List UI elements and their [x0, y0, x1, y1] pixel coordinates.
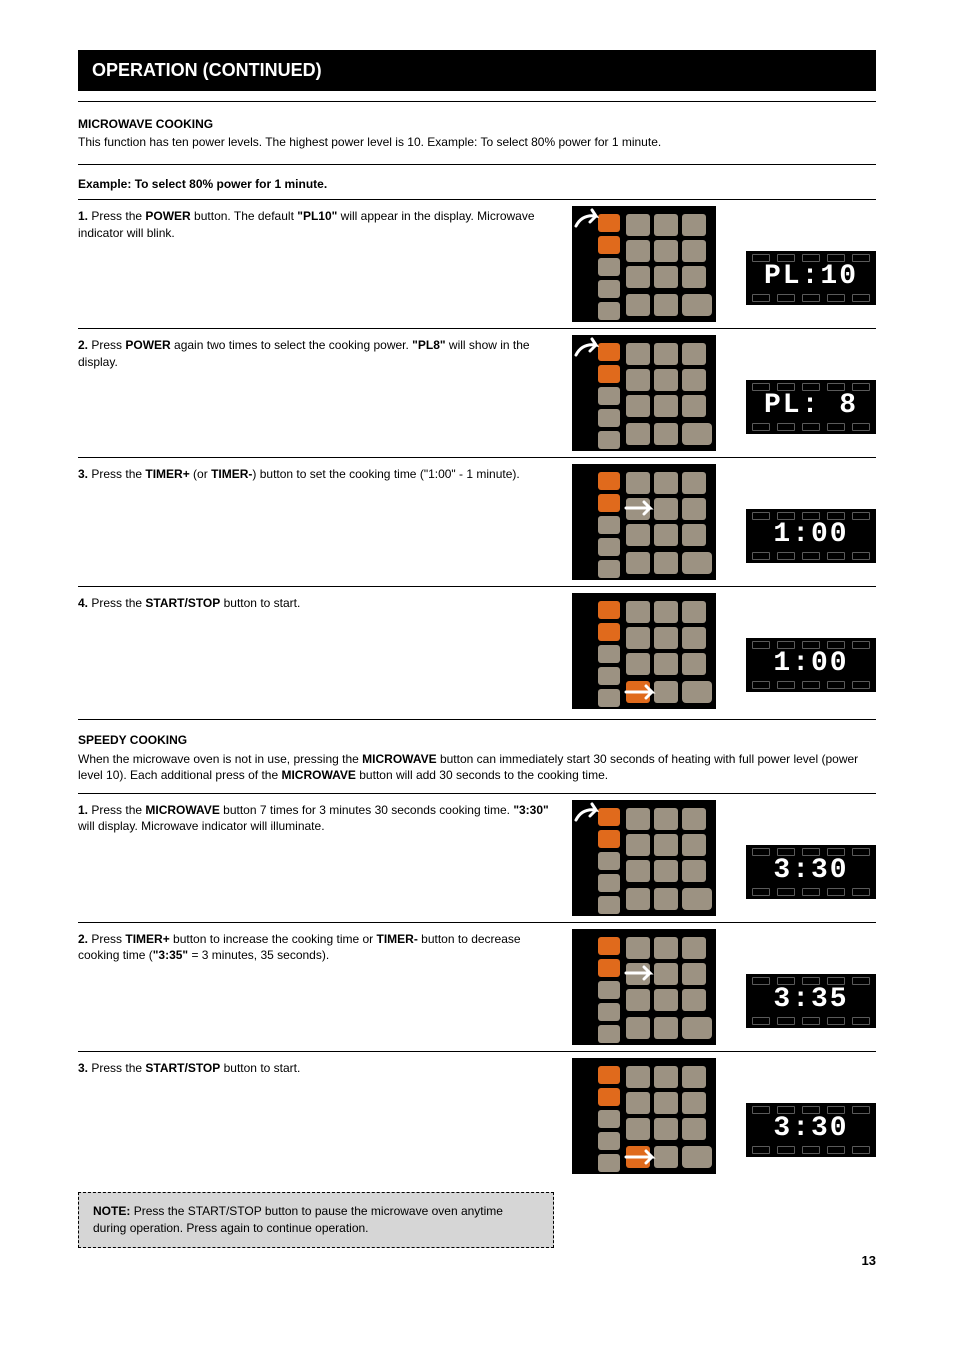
lcd-digits: 3:30 — [750, 857, 872, 885]
step-row: 3. Press the TIMER+ (or TIMER-) button t… — [78, 457, 876, 586]
example-label: Example: To select 80% power for 1 minut… — [78, 173, 876, 199]
lcd-digits: PL:10 — [750, 263, 872, 291]
step-body: 2. Press TIMER+ button to increase the c… — [78, 929, 572, 963]
lcd-wrap: 3:30 — [746, 1075, 876, 1157]
lcd-display: 3:30 — [746, 1103, 876, 1157]
step-body: 1. Press the POWER button. The default "… — [78, 206, 572, 240]
lcd-display: 1:00 — [746, 638, 876, 692]
page-number: 13 — [862, 1253, 876, 1268]
lcd-wrap: PL:10 — [746, 223, 876, 305]
divider — [78, 101, 876, 102]
lcd-display: PL: 8 — [746, 380, 876, 434]
lcd-display: 1:00 — [746, 509, 876, 563]
speedy-body: When the microwave oven is not in use, p… — [78, 751, 876, 783]
note-text: Press the START/STOP button to pause the… — [93, 1204, 503, 1235]
lcd-digits: 3:30 — [750, 1115, 872, 1143]
speedy-heading: SPEEDY COOKING — [78, 730, 876, 750]
keypad-diagram — [572, 593, 716, 709]
step-body: 1. Press the MICROWAVE button 7 times fo… — [78, 800, 572, 834]
keypad-diagram — [572, 929, 716, 1045]
title-text: OPERATION (CONTINUED) — [92, 60, 322, 80]
divider — [78, 164, 876, 165]
lcd-digits: 3:35 — [750, 986, 872, 1014]
keypad-diagram — [572, 206, 716, 322]
step-body: 2. Press POWER again two times to select… — [78, 335, 572, 369]
intro-block: MICROWAVE COOKING This function has ten … — [78, 110, 876, 160]
title-bar: OPERATION (CONTINUED) — [78, 50, 876, 91]
step-row: 4. Press the START/STOP button to start.… — [78, 586, 876, 715]
step-media: 1:00 — [572, 593, 876, 709]
lcd-wrap: PL: 8 — [746, 352, 876, 434]
lcd-wrap: 1:00 — [746, 610, 876, 692]
step-media: 3:30 — [572, 800, 876, 916]
lcd-digits: 1:00 — [750, 521, 872, 549]
lcd-display: PL:10 — [746, 251, 876, 305]
step-media: PL: 8 — [572, 335, 876, 451]
lcd-digits: 1:00 — [750, 650, 872, 678]
steps-container-1: 1. Press the POWER button. The default "… — [78, 199, 876, 715]
page: OPERATION (CONTINUED) MICROWAVE COOKING … — [0, 0, 954, 1288]
keypad-diagram — [572, 1058, 716, 1174]
step-row: 2. Press TIMER+ button to increase the c… — [78, 922, 876, 1051]
step-row: 1. Press the POWER button. The default "… — [78, 199, 876, 328]
steps-container-2: 1. Press the MICROWAVE button 7 times fo… — [78, 793, 876, 1180]
step-body: 4. Press the START/STOP button to start. — [78, 593, 572, 611]
step-row: 1. Press the MICROWAVE button 7 times fo… — [78, 793, 876, 922]
lcd-wrap: 3:35 — [746, 946, 876, 1028]
lcd-wrap: 1:00 — [746, 481, 876, 563]
step-media: 3:30 — [572, 1058, 876, 1174]
speedy-block: SPEEDY COOKING When the microwave oven i… — [78, 720, 876, 793]
step-media: 1:00 — [572, 464, 876, 580]
keypad-diagram — [572, 335, 716, 451]
lcd-display: 3:35 — [746, 974, 876, 1028]
step-body: 3. Press the TIMER+ (or TIMER-) button t… — [78, 464, 572, 482]
step-row: 3. Press the START/STOP button to start.… — [78, 1051, 876, 1180]
step-media: 3:35 — [572, 929, 876, 1045]
step-row: 2. Press POWER again two times to select… — [78, 328, 876, 457]
keypad-diagram — [572, 800, 716, 916]
intro-body: This function has ten power levels. The … — [78, 134, 876, 150]
lcd-display: 3:30 — [746, 845, 876, 899]
lcd-digits: PL: 8 — [750, 392, 872, 420]
note-box: NOTE: Press the START/STOP button to pau… — [78, 1192, 554, 1248]
step-media: PL:10 — [572, 206, 876, 322]
keypad-diagram — [572, 464, 716, 580]
note-label: NOTE: — [93, 1204, 130, 1218]
step-body: 3. Press the START/STOP button to start. — [78, 1058, 572, 1076]
intro-heading: MICROWAVE COOKING — [78, 114, 876, 134]
lcd-wrap: 3:30 — [746, 817, 876, 899]
